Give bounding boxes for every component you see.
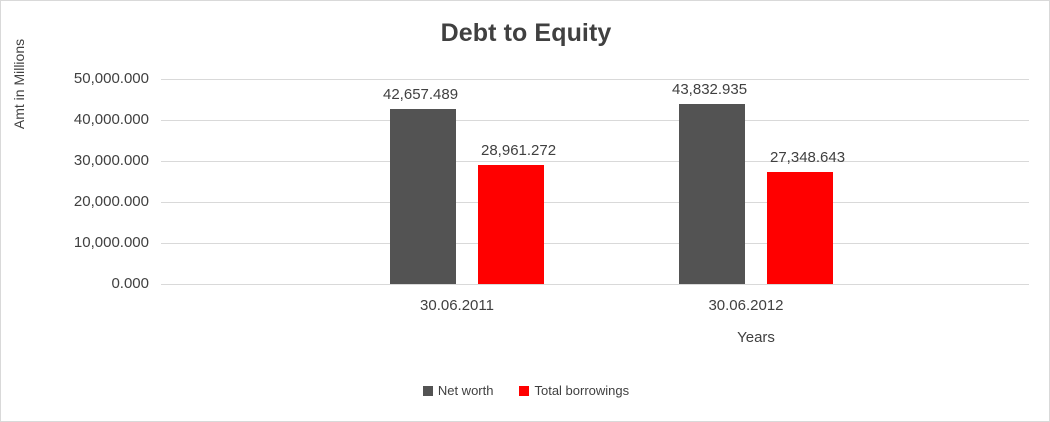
bar-value-label: 27,348.643	[770, 148, 846, 166]
bar-net-worth-30.06.2011[interactable]	[390, 109, 456, 284]
y-axis-tick-label: 50,000.000	[73, 70, 149, 87]
y-axis-tick-label: 10,000.000	[73, 234, 149, 251]
gridline	[161, 243, 1029, 244]
bar-total-borrowings-30.06.2012[interactable]	[767, 171, 833, 284]
chart-title: Debt to Equity	[440, 19, 612, 47]
legend-swatch-icon	[422, 385, 433, 396]
gridline	[161, 161, 1029, 162]
y-axis-tick-labels: 50,000.000 40,000.000 30,000.000 20,000.000…	[1, 71, 161, 291]
y-axis-tick-label: 30,000.000	[73, 152, 149, 169]
plot-area: 42,657.489 28,961.272 43,832.935 27,348.643	[161, 79, 1029, 285]
chart-legend: Net worth Total borrowings	[1, 383, 1049, 398]
legend-label: Total borrowings	[534, 383, 630, 398]
bar-value-label: 28,961.272	[481, 142, 557, 160]
x-axis-title: Years	[737, 329, 775, 346]
y-axis-tick-label: 40,000.000	[73, 111, 149, 128]
bar-value-label: 42,657.489	[383, 86, 459, 104]
gridline	[161, 120, 1029, 121]
bar-total-borrowings-30.06.2011[interactable]	[478, 165, 544, 284]
legend-label: Net worth	[437, 383, 494, 398]
gridline	[161, 284, 1029, 285]
bar-value-label: 43,832.935	[672, 81, 748, 99]
gridline	[161, 202, 1029, 203]
legend-swatch-icon	[519, 385, 530, 396]
gridline	[161, 79, 1029, 80]
bar-net-worth-30.06.2012[interactable]	[679, 104, 745, 284]
x-axis-tick-label: 30.06.2011	[420, 297, 494, 314]
x-axis-tick-label: 30.06.2012	[708, 297, 784, 314]
legend-item-total-borrowings[interactable]: Total borrowings	[519, 384, 629, 397]
y-axis-tick-label: 20,000.000	[73, 193, 149, 210]
y-axis-tick-label: 0.000	[111, 275, 149, 292]
legend-item-net-worth[interactable]: Net worth	[422, 383, 494, 398]
